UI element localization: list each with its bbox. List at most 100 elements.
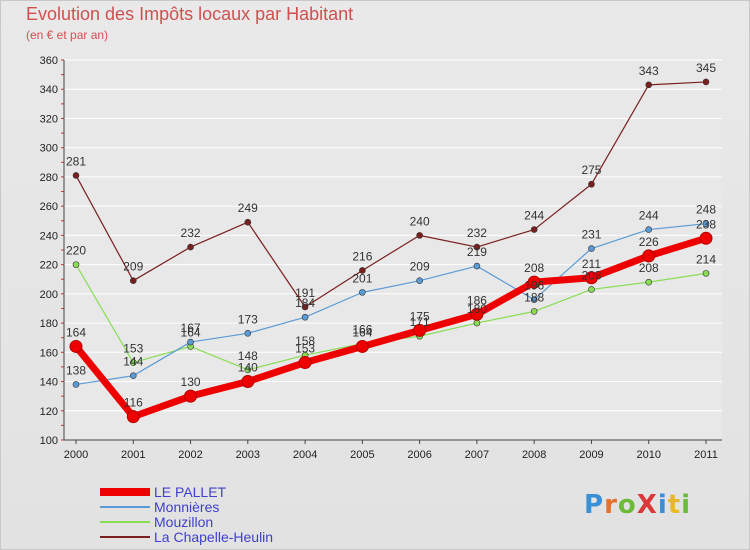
data-label-le-pallet: 164 [352, 325, 372, 339]
y-tick-label: 180 [40, 318, 58, 330]
y-tick-label: 360 [40, 55, 58, 67]
data-label-la-chapelle-heulin: 240 [410, 214, 430, 228]
x-tick-label: 2001 [121, 449, 145, 461]
x-tick-label: 2011 [694, 449, 718, 461]
data-label-monni-res: 184 [295, 296, 315, 310]
data-point-le-pallet [241, 375, 255, 389]
data-label-mouzillon: 208 [639, 261, 659, 275]
data-point-la-chapelle-heulin [416, 232, 423, 239]
data-label-la-chapelle-heulin: 345 [696, 61, 716, 75]
y-tick-label: 200 [40, 289, 58, 301]
data-point-monni-res [473, 262, 481, 270]
data-point-monni-res [702, 220, 710, 227]
data-label-la-chapelle-heulin: 191 [295, 286, 315, 300]
data-label-mouzillon: 214 [696, 252, 716, 266]
data-point-la-chapelle-heulin [588, 180, 595, 188]
legend-label-la-chapelle-heulin: La Chapelle-Heulin [154, 529, 273, 545]
data-label-le-pallet: 130 [181, 375, 201, 389]
data-label-mouzillon: 164 [181, 325, 201, 339]
data-point-mouzillon [588, 286, 595, 293]
data-label-la-chapelle-heulin: 244 [524, 209, 544, 223]
data-point-monni-res [301, 313, 309, 321]
data-point-la-chapelle-heulin [473, 243, 481, 251]
axis-layer: 100 120 140 160 180 200 220 240 260 280 300 320 340 3… [40, 55, 722, 461]
series-line-le-pallet [73, 234, 708, 421]
data-point-monni-res [72, 381, 80, 388]
x-tick-label: 2003 [236, 449, 260, 461]
data-label-monni-res: 219 [467, 245, 487, 259]
data-label-monni-res: 231 [581, 228, 601, 242]
data-point-la-chapelle-heulin [645, 81, 653, 89]
data-label-le-pallet: 140 [238, 361, 258, 375]
data-point-le-pallet [470, 307, 484, 321]
grid-layer [64, 59, 722, 441]
data-point-mouzillon [72, 261, 80, 268]
data-label-monni-res: 209 [410, 260, 430, 274]
data-label-monni-res: 201 [352, 271, 372, 285]
data-point-monni-res [129, 372, 137, 379]
data-point-monni-res [416, 277, 423, 284]
data-point-la-chapelle-heulin [72, 172, 80, 179]
data-point-monni-res [588, 245, 595, 252]
data-label-le-pallet: 116 [124, 396, 143, 410]
series-line-monni-res [75, 223, 707, 386]
x-tick-label: 2009 [579, 449, 603, 461]
data-point-la-chapelle-heulin [187, 243, 194, 251]
data-point-mouzillon [530, 308, 538, 315]
data-label-la-chapelle-heulin: 281 [66, 154, 86, 168]
data-label-monni-res: 138 [66, 363, 86, 377]
logo-letter: X [636, 490, 658, 520]
data-point-le-pallet [413, 323, 427, 337]
y-tick-label: 240 [40, 230, 58, 242]
data-label-la-chapelle-heulin: 232 [467, 226, 487, 240]
data-point-le-pallet [69, 339, 83, 353]
data-point-monni-res [187, 338, 194, 346]
data-point-monni-res [645, 226, 653, 233]
data-label-monni-res: 248 [696, 203, 716, 217]
data-point-la-chapelle-heulin [129, 277, 137, 284]
data-label-le-pallet: 186 [467, 293, 487, 307]
data-label-mouzillon: 148 [238, 349, 258, 363]
label-layer: 281 209 232 249 191 216 240 232 244 275 343 345 220 1… [66, 61, 716, 410]
data-point-le-pallet [355, 339, 369, 353]
logo-letter: i [681, 490, 692, 520]
x-tick-label: 2010 [636, 449, 660, 461]
data-point-mouzillon [129, 359, 137, 366]
x-tick-label: 2008 [522, 449, 546, 461]
data-point-le-pallet [642, 249, 656, 263]
data-label-le-pallet: 164 [66, 325, 86, 339]
data-label-mouzillon: 188 [524, 290, 544, 304]
y-tick-label: 260 [40, 201, 58, 213]
data-label-mouzillon: 203 [581, 268, 601, 282]
data-point-monni-res [530, 296, 538, 303]
data-label-monni-res: 196 [524, 279, 544, 293]
plot-area [64, 60, 722, 440]
data-point-le-pallet [184, 389, 198, 403]
y-tick-label: 300 [40, 143, 58, 155]
data-label-la-chapelle-heulin: 209 [123, 260, 143, 274]
data-label-mouzillon: 171 [410, 315, 430, 329]
legend-label-monni-res: Monnières [154, 499, 219, 515]
data-point-la-chapelle-heulin [359, 267, 366, 274]
data-point-le-pallet [699, 231, 713, 245]
data-point-mouzillon [473, 319, 481, 327]
y-tick-label: 280 [40, 172, 58, 184]
data-label-la-chapelle-heulin: 275 [581, 163, 601, 177]
data-point-la-chapelle-heulin [702, 78, 710, 86]
data-label-mouzillon: 220 [66, 244, 86, 258]
data-point-la-chapelle-heulin [301, 303, 309, 311]
data-label-le-pallet: 238 [696, 217, 716, 231]
data-label-le-pallet: 211 [582, 257, 601, 271]
y-tick-label: 320 [40, 113, 58, 125]
legend-label-mouzillon: Mouzillon [154, 514, 213, 530]
data-point-monni-res [244, 330, 252, 337]
data-label-la-chapelle-heulin: 232 [181, 226, 201, 240]
data-label-le-pallet: 208 [524, 261, 544, 275]
y-tick-label: 340 [40, 84, 58, 96]
data-label-monni-res: 244 [639, 209, 659, 223]
x-tick-label: 2007 [465, 449, 489, 461]
data-label-mouzillon: 166 [352, 323, 372, 337]
data-label-mouzillon: 158 [295, 334, 315, 348]
y-tick-label: 220 [40, 260, 58, 272]
